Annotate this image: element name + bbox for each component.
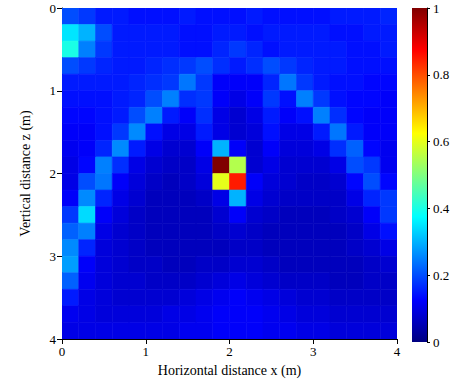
svg-text:0.2: 0.2 (433, 268, 449, 283)
svg-text:2: 2 (226, 344, 233, 359)
svg-text:0: 0 (50, 1, 57, 16)
svg-text:0.4: 0.4 (433, 201, 450, 216)
svg-text:0: 0 (59, 344, 66, 359)
svg-text:4: 4 (50, 332, 57, 347)
svg-text:1: 1 (50, 83, 57, 98)
svg-text:3: 3 (50, 249, 57, 264)
svg-text:0.6: 0.6 (433, 134, 450, 149)
svg-text:0.8: 0.8 (433, 67, 449, 82)
svg-text:4: 4 (394, 344, 401, 359)
svg-text:1: 1 (143, 344, 150, 359)
svg-text:Vertical distance z (m): Vertical distance z (m) (18, 110, 34, 237)
svg-text:Horizontal distance x (m): Horizontal distance x (m) (158, 363, 302, 379)
svg-text:1: 1 (433, 1, 440, 16)
svg-text:3: 3 (310, 344, 317, 359)
svg-text:0: 0 (433, 335, 440, 350)
svg-text:2: 2 (50, 166, 57, 181)
